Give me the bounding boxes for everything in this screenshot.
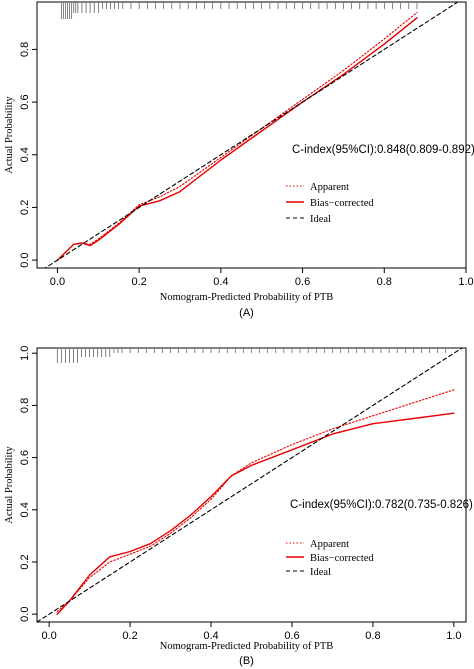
c-index-annotation: C-index(95%CI):0.782(0.735-0.826) bbox=[290, 499, 473, 511]
x-tick-label: 0.6 bbox=[295, 276, 310, 288]
legend-label: Apparent bbox=[310, 182, 349, 193]
x-tick-label: 0.2 bbox=[122, 630, 137, 642]
legend: Apparent Bias−corrected Ideal bbox=[286, 539, 374, 578]
y-tick-label: 0.2 bbox=[19, 200, 31, 215]
series-line-solid bbox=[56, 17, 418, 261]
legend-label: Ideal bbox=[310, 567, 331, 578]
x-tick-label: 0.2 bbox=[131, 276, 146, 288]
legend-label: Apparent bbox=[310, 539, 349, 550]
x-axis-title: Nomogram-Predicted Probability of PTB bbox=[160, 292, 334, 303]
series-line-dashed bbox=[37, 348, 463, 622]
y-tick-label: 0.6 bbox=[19, 94, 31, 109]
y-tick-label: 1.0 bbox=[19, 346, 31, 361]
x-tick-label: 1.0 bbox=[458, 276, 473, 288]
y-tick-label: 0.2 bbox=[19, 554, 31, 569]
rug-marks bbox=[61, 3, 418, 19]
series-line-dotted bbox=[56, 389, 455, 613]
y-axis-title: Actual Probability bbox=[4, 96, 15, 174]
calibration-panel-a: 0.0 0.2 0.4 0.6 0.8 1.0 0.0 0.2 0.4 0.6 0.8 Actual … bbox=[4, 1, 474, 319]
legend-label: Bias−corrected bbox=[310, 553, 374, 564]
calibration-panel-b: 0.0 0.2 0.4 0.6 0.8 1.0 0.0 0.2 0.4 0.6 0.8 1.0 Actu… bbox=[4, 346, 473, 667]
series-line-dotted bbox=[56, 11, 418, 261]
y-tick-label: 0.0 bbox=[19, 252, 31, 267]
y-tick-label: 0.0 bbox=[19, 607, 31, 622]
legend-label: Bias−corrected bbox=[310, 198, 374, 209]
y-tick-label: 0.4 bbox=[19, 147, 31, 162]
y-tick-label: 0.8 bbox=[19, 398, 31, 413]
x-tick-label: 1.0 bbox=[446, 630, 461, 642]
x-tick-label: 0.4 bbox=[213, 276, 228, 288]
c-index-annotation: C-index(95%CI):0.848(0.809-0.892) bbox=[292, 144, 474, 156]
y-tick-label: 0.4 bbox=[19, 502, 31, 517]
series-line-dashed bbox=[44, 2, 459, 268]
y-tick-label: 0.8 bbox=[19, 42, 31, 57]
rug-marks bbox=[56, 349, 447, 363]
x-tick-label: 0.6 bbox=[284, 630, 299, 642]
legend: Apparent Bias−corrected Ideal bbox=[286, 182, 374, 225]
plot-frame bbox=[36, 347, 467, 623]
x-tick-label: 0.4 bbox=[203, 630, 218, 642]
x-tick-label: 0.8 bbox=[377, 276, 392, 288]
y-axis-title: Actual Probability bbox=[4, 446, 15, 524]
x-axis-title: Nomogram-Predicted Probability of PTB bbox=[160, 641, 334, 652]
panel-label: (A) bbox=[239, 307, 254, 319]
x-tick-label: 0.0 bbox=[50, 276, 65, 288]
series-line-solid bbox=[56, 412, 455, 615]
panel-label: (B) bbox=[239, 655, 254, 667]
legend-label: Ideal bbox=[310, 214, 331, 225]
y-tick-label: 0.6 bbox=[19, 450, 31, 465]
x-tick-label: 0.0 bbox=[41, 630, 56, 642]
plot-frame bbox=[36, 1, 467, 269]
x-tick-label: 0.8 bbox=[365, 630, 380, 642]
